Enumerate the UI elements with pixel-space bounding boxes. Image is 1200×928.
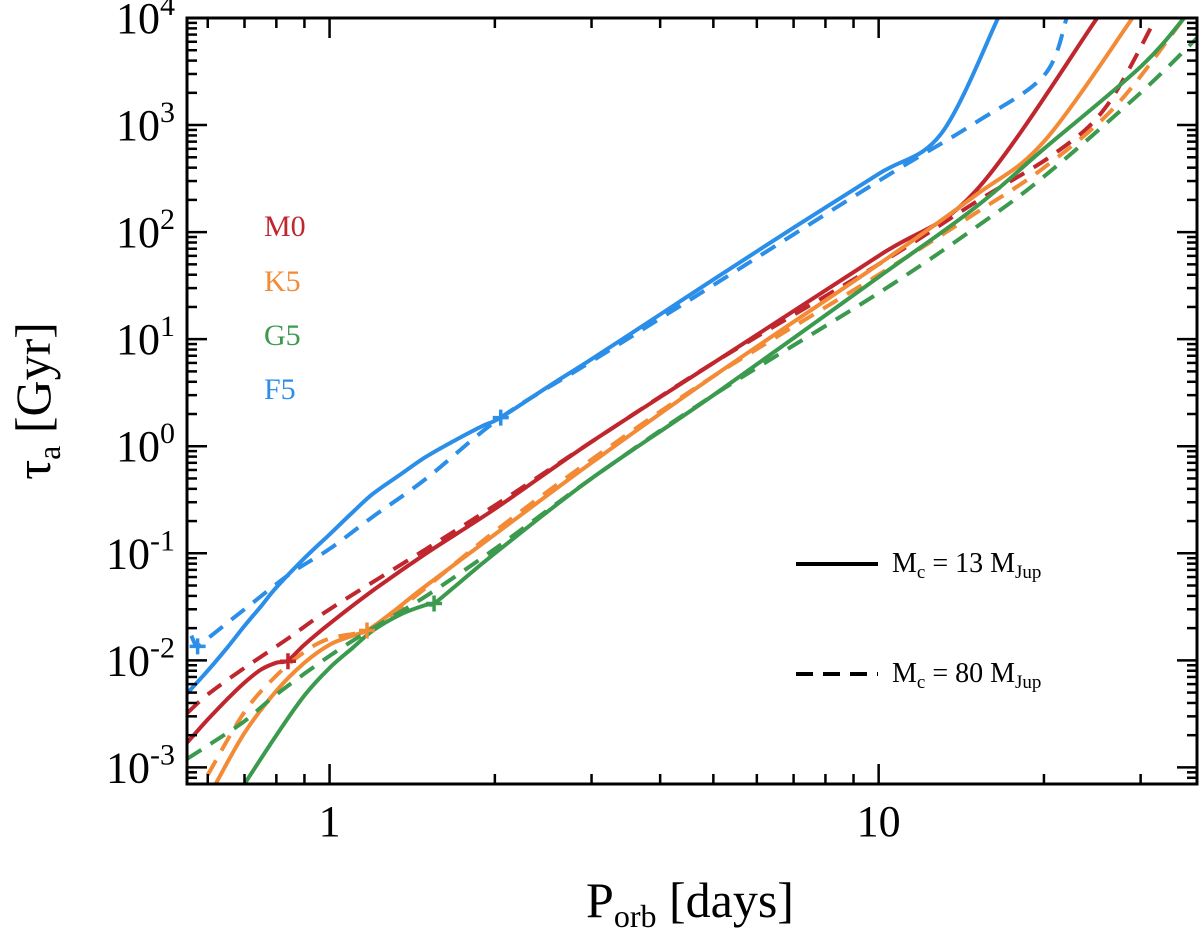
y-tick-label: 10-1 (106, 524, 175, 578)
series-g5-solid (242, 18, 1186, 784)
legend-solid-label: Mc = 13 MJup (892, 548, 1041, 583)
series-m0-solid (187, 18, 1099, 745)
y-tick-label: 102 (116, 203, 175, 257)
y-tick-label: 10-3 (106, 738, 175, 792)
x-tick-label: 1 (319, 797, 341, 846)
y-tick-label: 10-2 (106, 631, 175, 685)
marker-layer (189, 409, 509, 670)
series-m0-dashed (187, 18, 1158, 715)
x-tick-label: 10 (857, 797, 901, 846)
series-k5-solid (213, 18, 1135, 784)
plot-frame (185, 16, 1199, 786)
star-label-k5: K5 (264, 265, 301, 298)
star-label-f5: F5 (264, 373, 296, 406)
x-axis-title: Porb [days] (586, 872, 794, 928)
y-axis-title: τa [Gyr] (5, 322, 67, 480)
transition-marker-m0 (279, 653, 296, 670)
series-f5-dashed (189, 18, 1069, 649)
legend: Mc = 13 MJup Mc = 80 MJup (796, 548, 1041, 693)
transition-marker-f5 (189, 638, 206, 655)
series-layer (187, 18, 1197, 784)
tick-layer: 10-3 10-2 10-1 100 101 102 103 104 1 10 (106, 0, 1197, 846)
y-tick-label: 101 (116, 310, 175, 364)
star-label-g5: G5 (264, 319, 301, 352)
y-tick-label: 103 (116, 96, 175, 150)
star-labels: M0 K5 G5 F5 (264, 210, 306, 406)
star-label-m0: M0 (264, 210, 306, 243)
transition-marker-k5 (359, 622, 376, 639)
series-g5-dashed (187, 36, 1197, 761)
series-k5-dashed (205, 18, 1186, 777)
transition-marker-f5 (492, 409, 509, 426)
legend-dashed-label: Mc = 80 MJup (892, 658, 1041, 693)
transition-marker-g5 (426, 595, 443, 612)
y-tick-label: 100 (116, 417, 175, 471)
series-f5-solid (187, 18, 1000, 695)
y-tick-label: 104 (116, 0, 175, 43)
